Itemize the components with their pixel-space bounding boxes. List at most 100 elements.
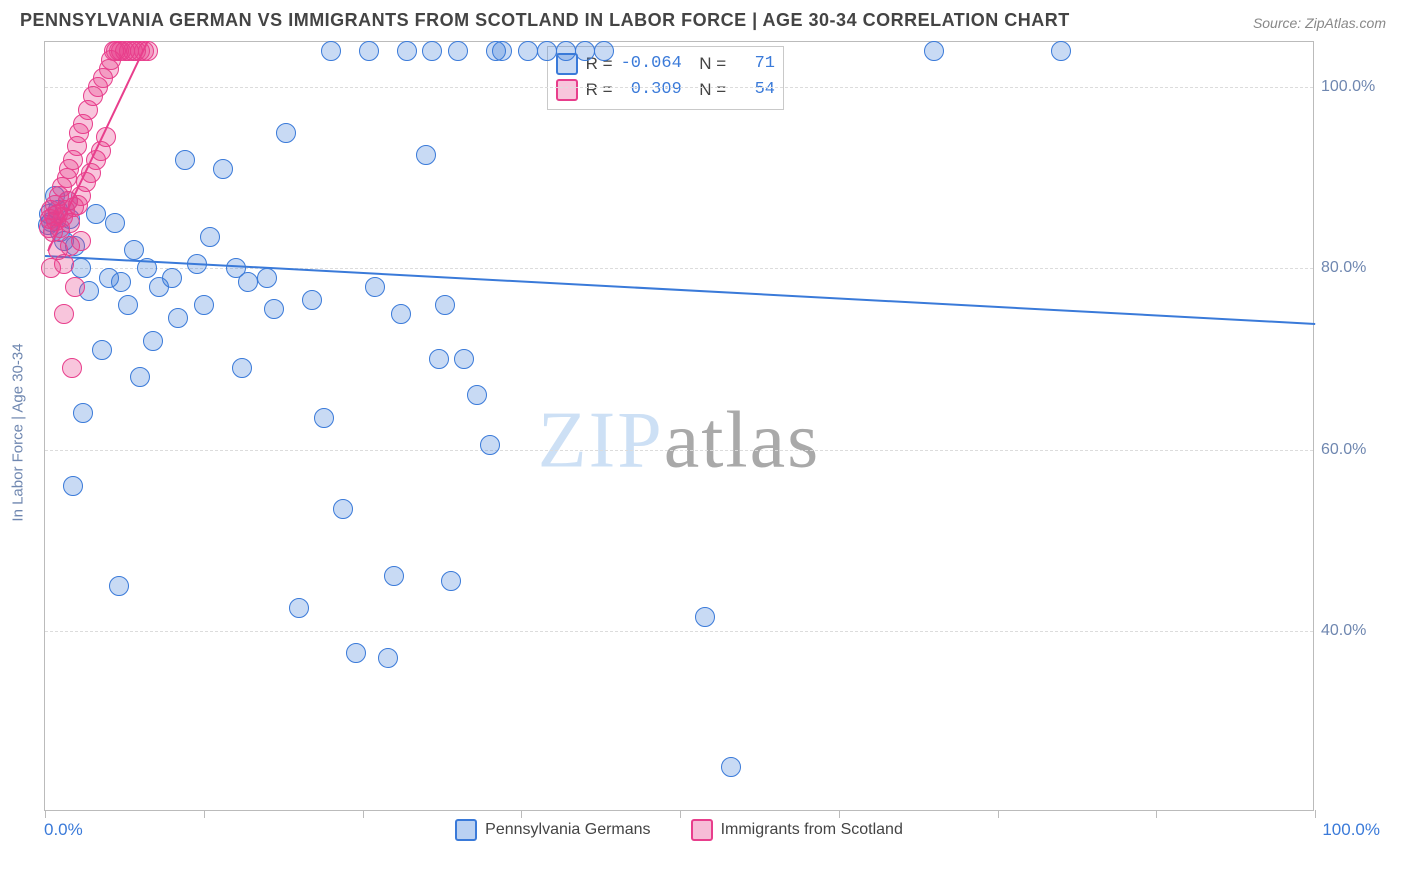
- data-point: [162, 268, 182, 288]
- data-point: [130, 367, 150, 387]
- data-point: [62, 358, 82, 378]
- data-point: [124, 240, 144, 260]
- stat-n-value: 54: [734, 77, 775, 103]
- data-point: [109, 576, 129, 596]
- data-point: [422, 41, 442, 61]
- series-legend-item: Immigrants from Scotland: [691, 819, 903, 841]
- data-point: [594, 41, 614, 61]
- x-tick: [521, 810, 522, 818]
- data-point: [232, 358, 252, 378]
- source-attribution: Source: ZipAtlas.com: [1253, 15, 1386, 31]
- y-tick-label: 60.0%: [1321, 441, 1391, 459]
- series-legend-label: Immigrants from Scotland: [721, 821, 903, 839]
- data-point: [448, 41, 468, 61]
- data-point: [143, 331, 163, 351]
- x-tick: [839, 810, 840, 818]
- data-point: [556, 41, 576, 61]
- series-legend-item: Pennsylvania Germans: [455, 819, 650, 841]
- data-point: [175, 150, 195, 170]
- x-tick: [363, 810, 364, 818]
- grid-line: [45, 87, 1313, 88]
- data-point: [492, 41, 512, 61]
- data-point: [441, 571, 461, 591]
- y-axis-label: In Labor Force | Age 30-34: [10, 343, 27, 521]
- legend-swatch: [691, 819, 713, 841]
- x-axis-min-label: 0.0%: [44, 820, 83, 840]
- data-point: [65, 277, 85, 297]
- grid-line: [45, 450, 1313, 451]
- y-tick-label: 40.0%: [1321, 622, 1391, 640]
- data-point: [721, 757, 741, 777]
- data-point: [435, 295, 455, 315]
- grid-line: [45, 631, 1313, 632]
- data-point: [213, 159, 233, 179]
- data-point: [575, 41, 595, 61]
- data-point: [86, 204, 106, 224]
- data-point: [73, 403, 93, 423]
- stat-n-label: N =: [690, 77, 726, 103]
- data-point: [1051, 41, 1071, 61]
- x-tick: [998, 810, 999, 818]
- x-tick: [1156, 810, 1157, 818]
- plot-area: ZIPatlas R = -0.064 N = 71R = 0.309 N = …: [44, 41, 1314, 811]
- data-point: [454, 349, 474, 369]
- x-tick: [680, 810, 681, 818]
- legend-swatch: [455, 819, 477, 841]
- data-point: [518, 41, 538, 61]
- y-tick-label: 80.0%: [1321, 259, 1391, 277]
- data-point: [54, 304, 74, 324]
- header: PENNSYLVANIA GERMAN VS IMMIGRANTS FROM S…: [0, 0, 1406, 37]
- data-point: [168, 308, 188, 328]
- legend-swatch: [556, 79, 578, 101]
- data-point: [111, 272, 131, 292]
- data-point: [200, 227, 220, 247]
- x-tick: [45, 810, 46, 818]
- watermark: ZIPatlas: [538, 396, 821, 487]
- data-point: [467, 385, 487, 405]
- data-point: [63, 476, 83, 496]
- x-tick: [1315, 810, 1316, 818]
- y-tick-label: 100.0%: [1321, 78, 1391, 96]
- stat-r-value: -0.064: [621, 51, 682, 77]
- data-point: [391, 304, 411, 324]
- x-axis-max-label: 100.0%: [1322, 820, 1380, 840]
- chart-container: In Labor Force | Age 30-34 ZIPatlas R = …: [0, 37, 1406, 887]
- data-point: [397, 41, 417, 61]
- data-point: [365, 277, 385, 297]
- stat-n-label: N =: [690, 51, 726, 77]
- data-point: [92, 340, 112, 360]
- stat-r-value: 0.309: [621, 77, 682, 103]
- stats-legend-row: R = 0.309 N = 54: [556, 77, 775, 103]
- y-axis-label-wrap: In Labor Force | Age 30-34: [4, 37, 32, 827]
- stat-n-value: 71: [734, 51, 775, 77]
- watermark-dark: atlas: [664, 397, 821, 485]
- data-point: [321, 41, 341, 61]
- x-tick: [204, 810, 205, 818]
- series-legend-label: Pennsylvania Germans: [485, 821, 650, 839]
- data-point: [429, 349, 449, 369]
- data-point: [537, 41, 557, 61]
- data-point: [695, 607, 715, 627]
- x-axis-row: 0.0% Pennsylvania Germans Immigrants from…: [44, 819, 1314, 841]
- data-point: [346, 643, 366, 663]
- data-point: [359, 41, 379, 61]
- data-point: [118, 295, 138, 315]
- data-point: [480, 435, 500, 455]
- data-point: [71, 231, 91, 251]
- data-point: [314, 408, 334, 428]
- data-point: [238, 272, 258, 292]
- data-point: [257, 268, 277, 288]
- data-point: [302, 290, 322, 310]
- data-point: [41, 258, 61, 278]
- regression-line: [45, 255, 1315, 325]
- data-point: [264, 299, 284, 319]
- chart-title: PENNSYLVANIA GERMAN VS IMMIGRANTS FROM S…: [20, 10, 1070, 31]
- data-point: [416, 145, 436, 165]
- data-point: [105, 213, 125, 233]
- data-point: [289, 598, 309, 618]
- stat-r-label: R =: [586, 77, 613, 103]
- data-point: [924, 41, 944, 61]
- data-point: [194, 295, 214, 315]
- data-point: [333, 499, 353, 519]
- data-point: [378, 648, 398, 668]
